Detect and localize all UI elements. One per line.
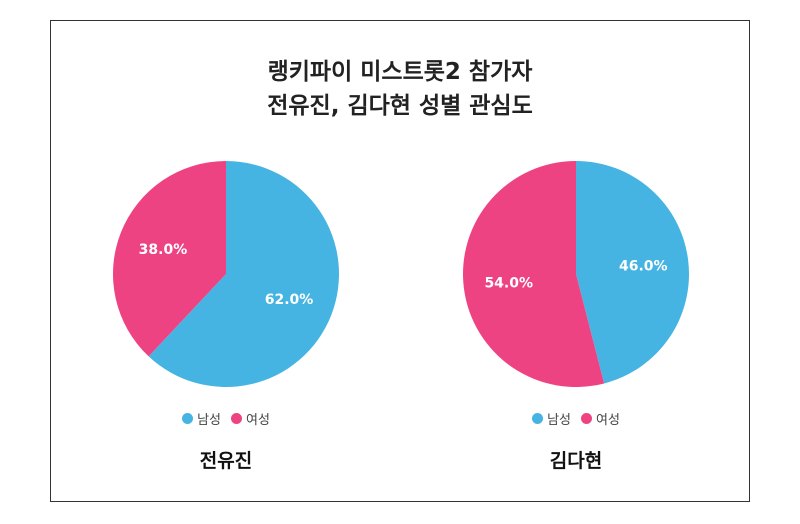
legend-item-female: 여성 (231, 409, 270, 428)
legend-swatch-male (532, 412, 544, 424)
pie-1-label-female: 54.0% (484, 275, 533, 291)
legend-swatch-female (581, 412, 592, 424)
chart-title-line-1: 랭키파이 미스트롯2 참가자 (267, 59, 533, 85)
pie-0-slice-female (113, 161, 226, 357)
legend-swatch-male (182, 412, 194, 424)
pie-0-label-male: 62.0% (265, 292, 314, 308)
legend-label-female: 여성 (596, 412, 620, 428)
pie-1-label-male: 46.0% (619, 259, 668, 275)
legend-label-male: 남성 (547, 412, 571, 428)
chart-title-line-2: 전유진, 김다현 성별 관심도 (267, 93, 533, 119)
pie-0-slice-male (148, 161, 339, 387)
chart-frame (50, 20, 750, 502)
legend-left: 남성 여성 (126, 408, 326, 428)
pie-name-right: 김다현 (549, 450, 603, 472)
legend-label-male: 남성 (197, 412, 221, 428)
pie-name-left: 전유진 (199, 450, 253, 472)
pie-1-slice-female (462, 161, 605, 387)
legend-item-female: 여성 (581, 409, 620, 428)
legend-right: 남성 여성 (476, 408, 676, 428)
pie-1-slice-male (576, 161, 689, 384)
legend-swatch-female (231, 412, 242, 424)
legend-label-female: 여성 (246, 412, 270, 428)
pie-0-label-female: 38.0% (139, 242, 188, 258)
legend-item-male: 남성 (532, 409, 571, 428)
legend-item-male: 남성 (182, 409, 221, 428)
